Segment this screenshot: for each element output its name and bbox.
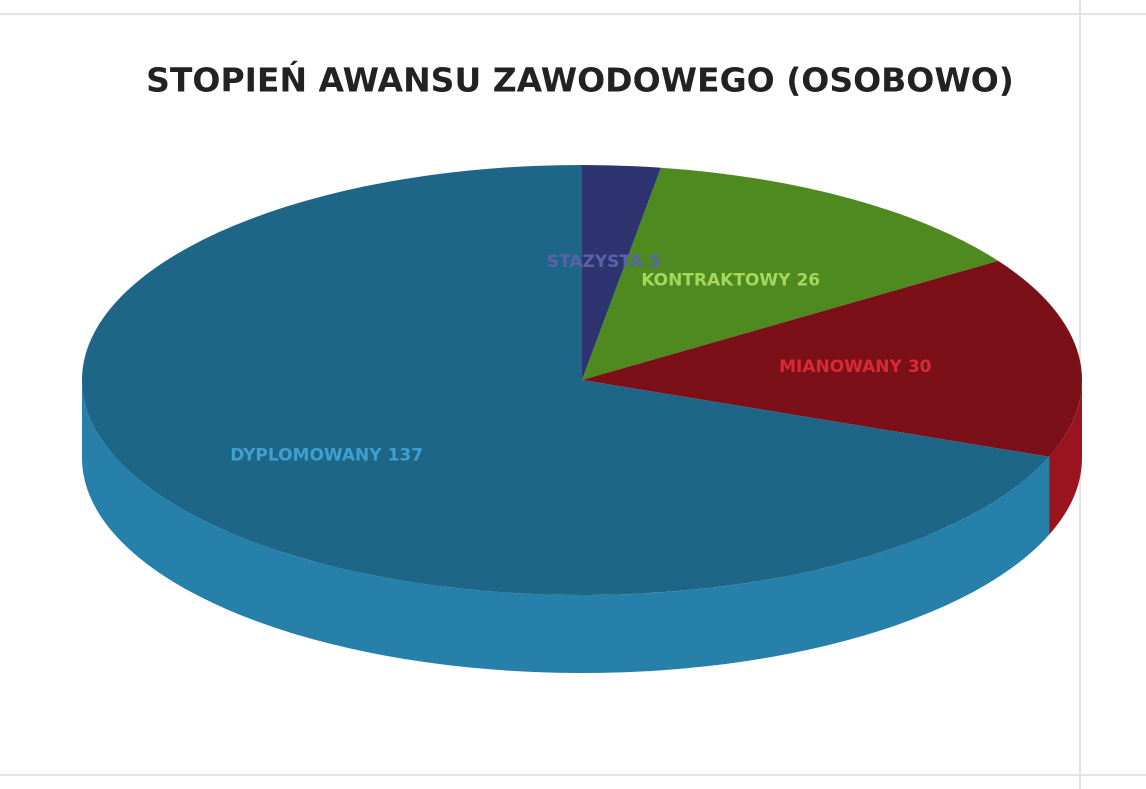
pie-side — [1049, 380, 1082, 535]
pie-slice — [582, 165, 662, 380]
label-category: MIANOWANY — [779, 357, 902, 377]
label-value: 26 — [796, 271, 820, 291]
label-category: STAZYSTA — [547, 252, 644, 272]
pie-slice — [82, 165, 1050, 595]
chart-title: STOPIEŃ AWANSU ZAWODOWEGO (OSOBOWO) — [146, 60, 1014, 100]
label-category: KONTRAKTOWY — [641, 271, 791, 291]
data-label: STAZYSTA 5 — [547, 252, 661, 272]
label-category: DYPLOMOWANY — [230, 446, 382, 466]
data-label: KONTRAKTOWY 26 — [641, 271, 820, 291]
pie-slice — [582, 167, 999, 380]
label-value: 137 — [388, 446, 424, 466]
label-value: 30 — [908, 357, 932, 377]
pie-slice — [582, 260, 1082, 457]
label-value: 5 — [649, 252, 661, 272]
data-label: MIANOWANY 30 — [779, 357, 932, 377]
data-label: DYPLOMOWANY 137 — [230, 446, 423, 466]
pie-side — [82, 380, 1050, 674]
